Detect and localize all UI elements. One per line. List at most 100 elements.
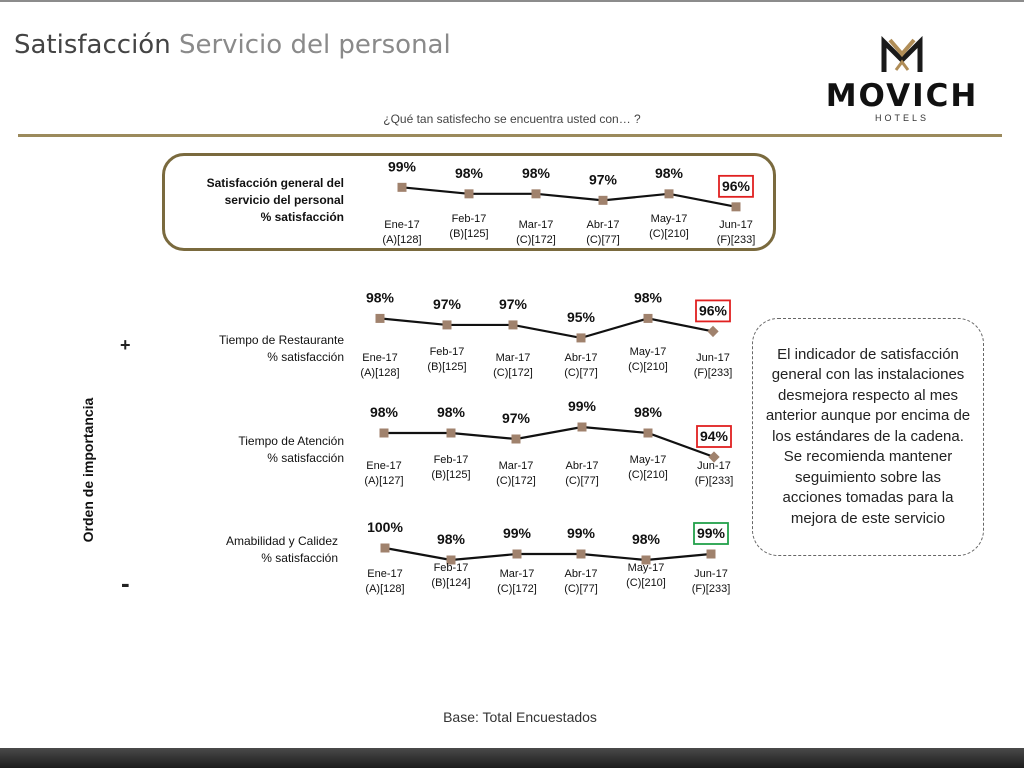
data-point-atencion <box>577 422 587 432</box>
tick-base-general: (C)[172] <box>516 234 556 246</box>
data-label-atencion: 98% <box>634 404 663 420</box>
data-label-amabilidad: 100% <box>367 519 403 535</box>
tick-label-amabilidad: Feb-17 <box>434 562 469 574</box>
data-label-amabilidad: 99% <box>503 525 532 541</box>
data-point-amabilidad <box>446 555 456 565</box>
tick-label-atencion: Mar-17 <box>499 460 534 472</box>
importance-minus: - <box>121 568 130 598</box>
row-label-atencion: Tiempo de Atención % satisfacción <box>160 433 344 467</box>
series-line-general <box>401 186 737 208</box>
series-line-amabilidad <box>384 546 712 562</box>
data-point-atencion <box>643 428 653 438</box>
data-label-restaurante: 96% <box>699 302 728 318</box>
data-point-general <box>397 182 407 192</box>
data-label-amabilidad: 99% <box>567 525 596 541</box>
tick-label-general: Mar-17 <box>519 219 554 231</box>
bottom-bar <box>0 748 1024 768</box>
data-label-general: 97% <box>589 171 618 187</box>
tick-base-amabilidad: (F)[233] <box>692 583 731 595</box>
row-label-amabilidad: Amabilidad y Calidez % satisfacción <box>160 533 338 567</box>
data-point-restaurante <box>576 333 586 343</box>
tick-base-amabilidad: (C)[77] <box>564 583 598 595</box>
logo-text: MOVICH <box>825 78 979 114</box>
data-point-amabilidad <box>512 549 522 559</box>
data-point-atencion <box>511 434 521 444</box>
data-label-atencion: 97% <box>502 410 531 426</box>
tick-base-restaurante: (A)[128] <box>360 367 399 379</box>
data-point-general <box>598 195 608 205</box>
row-label-general: Satisfacción general del servicio del pe… <box>160 175 344 226</box>
data-point-atencion <box>708 451 720 463</box>
tick-base-restaurante: (C)[172] <box>493 367 533 379</box>
tick-base-atencion: (B)[125] <box>431 469 470 481</box>
tick-base-restaurante: (C)[77] <box>564 367 598 379</box>
tick-label-atencion: Jun-17 <box>697 460 731 472</box>
data-point-general <box>731 202 741 212</box>
data-point-amabilidad <box>380 543 390 553</box>
importance-plus: + <box>120 335 131 355</box>
tick-base-atencion: (F)[233] <box>695 475 734 487</box>
gold-divider <box>18 134 1002 137</box>
tick-label-general: Ene-17 <box>384 219 419 231</box>
row-label-line: Tiempo de Restaurante <box>219 333 344 347</box>
data-label-restaurante: 97% <box>499 296 528 312</box>
tick-label-amabilidad: Ene-17 <box>367 568 402 580</box>
title-main: Satisfacción <box>14 30 171 60</box>
tick-base-general: (B)[125] <box>449 228 488 240</box>
data-label-general: 98% <box>655 165 684 181</box>
tick-label-general: Feb-17 <box>452 213 487 225</box>
base-note: Base: Total Encuestados <box>443 709 597 725</box>
tick-base-amabilidad: (B)[124] <box>431 577 470 589</box>
data-point-atencion <box>446 428 456 438</box>
row-label-line: Amabilidad y Calidez <box>225 534 338 548</box>
top-rule <box>0 0 1024 2</box>
data-point-restaurante <box>508 320 518 330</box>
data-label-restaurante: 97% <box>433 296 462 312</box>
tick-label-restaurante: May-17 <box>630 346 667 358</box>
data-label-general: 96% <box>722 178 751 194</box>
row-label-line: Tiempo de Atención <box>238 434 344 448</box>
data-point-atencion <box>379 428 389 438</box>
tick-base-atencion: (C)[77] <box>565 475 599 487</box>
tick-label-amabilidad: Abr-17 <box>564 568 597 580</box>
data-label-amabilidad: 99% <box>697 525 726 541</box>
tick-base-general: (A)[128] <box>382 234 421 246</box>
tick-label-amabilidad: May-17 <box>628 562 665 574</box>
tick-label-restaurante: Ene-17 <box>362 352 397 364</box>
tick-label-atencion: Abr-17 <box>565 460 598 472</box>
data-label-atencion: 99% <box>568 398 597 414</box>
tick-label-restaurante: Feb-17 <box>430 346 465 358</box>
data-label-restaurante: 98% <box>634 289 663 305</box>
tick-label-general: Abr-17 <box>586 219 619 231</box>
highlight-box-restaurante <box>695 299 731 323</box>
tick-label-general: May-17 <box>651 213 688 225</box>
tick-label-general: Jun-17 <box>719 219 753 231</box>
data-label-atencion: 98% <box>370 404 399 420</box>
data-point-restaurante <box>442 320 452 330</box>
tick-label-amabilidad: Jun-17 <box>694 568 728 580</box>
tick-label-atencion: May-17 <box>630 454 667 466</box>
tick-base-general: (C)[210] <box>649 228 689 240</box>
data-label-general: 98% <box>455 165 484 181</box>
summary-frame <box>162 153 776 251</box>
tick-base-atencion: (C)[172] <box>496 475 536 487</box>
movich-logo: MOVICH HOTELS <box>812 35 992 123</box>
series-line-restaurante <box>379 317 714 340</box>
tick-base-atencion: (A)[127] <box>364 475 403 487</box>
row-label-line: servicio del personal <box>224 193 344 207</box>
logo-subtext: HOTELS <box>874 113 929 123</box>
tick-label-amabilidad: Mar-17 <box>500 568 535 580</box>
tick-base-amabilidad: (C)[172] <box>497 583 537 595</box>
tick-label-atencion: Ene-17 <box>366 460 401 472</box>
tick-base-atencion: (C)[210] <box>628 469 668 481</box>
data-point-amabilidad <box>576 549 586 559</box>
survey-question: ¿Qué tan satisfecho se encuentra usted c… <box>383 112 641 126</box>
row-label-line: % satisfacción <box>267 451 344 465</box>
data-point-restaurante <box>643 313 653 323</box>
data-label-restaurante: 95% <box>567 309 596 325</box>
tick-base-restaurante: (F)[233] <box>694 367 733 379</box>
row-label-line: % satisfacción <box>261 551 338 565</box>
tick-label-restaurante: Mar-17 <box>496 352 531 364</box>
data-point-restaurante <box>375 313 385 323</box>
